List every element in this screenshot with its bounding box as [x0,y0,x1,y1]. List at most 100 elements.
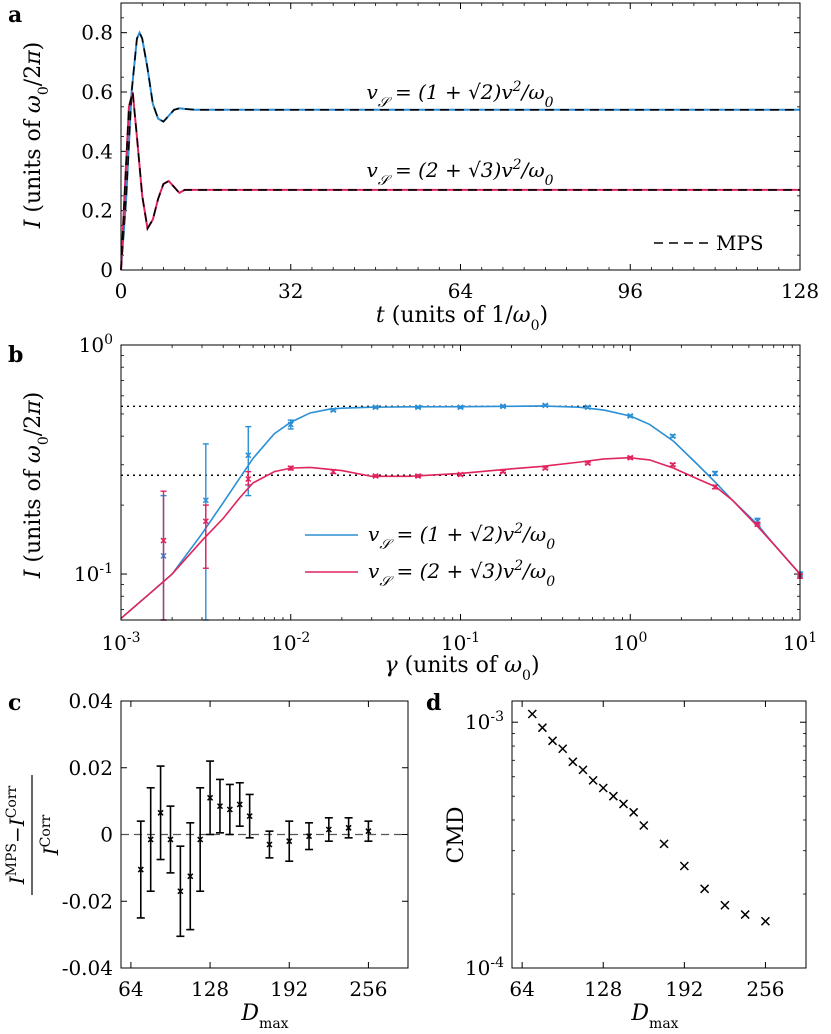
data-point [365,828,372,835]
data-point [584,460,591,467]
series-line-0 [120,30,800,271]
x-tick-label: 192 [270,977,308,1001]
data-point [499,403,507,410]
y-tick-label: 0 [100,258,113,282]
plot-frame [120,344,801,621]
data-point [659,839,669,849]
legend-label-0: v𝒮 = (1 + √2)v2/ω0 [368,521,555,553]
data-point [330,407,337,414]
data-point [137,866,144,873]
y-axis-label: I (units of ω0/2π) [21,392,52,580]
y-axis-label: I (units of ω0/2π) [21,42,52,230]
data-point [712,483,719,490]
x-tick-label: 101 [783,630,817,655]
data-point [639,820,649,831]
x-axis-label: Dmax [240,1001,288,1032]
x-axis-label: t (units of 1/ω0) [376,303,548,334]
data-point [216,803,223,810]
y-tick-label: 0.8 [81,21,113,45]
data-point [245,452,252,459]
data-point [568,757,578,767]
panel-label-a: a [8,2,22,28]
data-point [207,794,214,801]
x-tick-label: 256 [746,977,784,1001]
data-point [712,470,719,477]
data-point [542,402,549,409]
data-point [558,744,568,754]
data-point [287,465,294,472]
x-tick-label: 96 [618,279,643,303]
x-tick-label: 0 [115,279,128,303]
x-tick-label: 32 [278,279,303,303]
panel-label-b: b [8,342,23,368]
data-point [325,826,332,833]
x-tick-label: 128 [781,279,819,303]
legend-mps-label: MPS [716,231,764,255]
data-point [177,888,184,895]
data-point [167,836,174,843]
data-point [287,421,294,428]
data-point [618,799,629,809]
data-point [669,433,676,440]
x-axis-label: γ (units of ω0) [384,653,539,684]
data-point [740,910,750,920]
x-tick-label: 256 [349,977,387,1001]
y-axis-label: IMPS−ICorr ICorr [4,775,63,895]
data-point [679,861,689,871]
y-tick-label: 0 [100,823,113,847]
data-point [537,723,547,733]
legend-label-1: v𝒮 = (2 + √3)v2/ω0 [368,558,555,590]
data-point [372,404,379,411]
data-point [414,404,422,411]
data-point [608,791,618,801]
data-point [330,468,337,475]
y-tick-label: 0.4 [81,139,113,163]
data-point [202,518,209,525]
data-point [157,809,164,816]
y-axis-denominator: ICorr [38,814,63,856]
y-tick-label: 0.6 [81,80,113,104]
data-point [286,838,293,845]
mps-line-0 [120,30,800,271]
data-point [147,836,154,843]
data-point [457,471,464,478]
x-tick-label: 128 [191,977,229,1001]
data-point [306,833,313,840]
data-point [760,916,770,926]
data-point [754,521,761,528]
y-axis-numerator: IMPS−ICorr [4,785,29,885]
plot-frame [511,700,807,969]
panel-label-c: c [8,690,21,716]
panel-a: 0 32 64 96 128 0 0.2 0.4 0.6 0.8 v𝒮 = (1 + √2)v2/ω… [21,2,819,334]
data-point [720,900,730,910]
data-point [627,412,634,419]
data-point [548,736,558,746]
panel-d: 64 128 192 256 10-4 10-3 Dmax CMD [444,700,807,1032]
data-point [197,836,204,843]
mps-line-1 [120,91,800,271]
x-tick-label: 10-1 [441,630,480,655]
annotation-blue: v𝒮 = (1 + √2)v2/ω0 [366,79,553,111]
x-tick-label: 192 [665,977,703,1001]
data-point [245,475,252,483]
y-tick-label: 10-4 [465,955,504,980]
x-tick-label: 10-2 [271,630,310,655]
data-point [236,801,243,808]
data-point [588,775,598,785]
y-tick-label: 0.04 [68,689,113,713]
data-point [527,709,537,719]
plot-frame [120,2,801,271]
y-tick-label: 100 [79,332,113,357]
data-point [414,472,422,480]
annotation-red: v𝒮 = (2 + √3)v2/ω0 [366,157,553,189]
data-point [226,806,233,813]
y-axis-label: CMD [444,807,469,864]
x-tick-label: 10-3 [101,630,140,655]
data-point [499,468,507,475]
data-point [669,461,676,468]
y-tick-label: 10-1 [74,561,113,586]
data-point [457,404,464,411]
x-axis-label: Dmax [630,1001,678,1032]
data-point [372,472,379,480]
